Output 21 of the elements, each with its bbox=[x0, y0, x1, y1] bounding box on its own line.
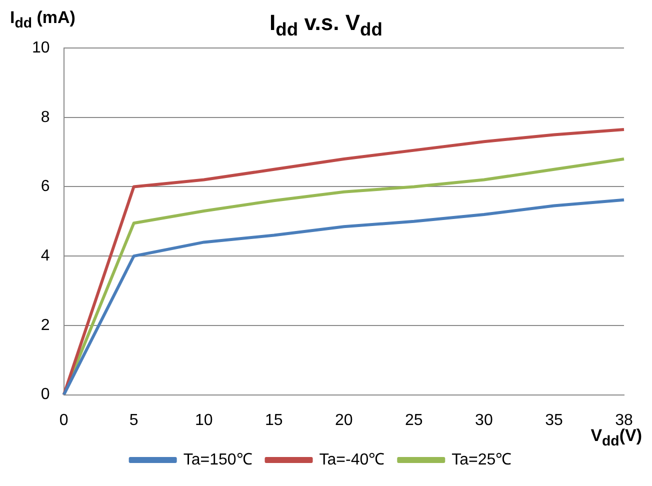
x-tick-label: 5 bbox=[129, 412, 138, 429]
legend-label: Ta=-40℃ bbox=[319, 451, 385, 468]
y-axis-title: I$_{dd}$ (mA) bbox=[10, 8, 76, 32]
chart-title: I$_{dd}$ v.s. V$_{dd}$ bbox=[270, 10, 382, 40]
y-tick-label: 0 bbox=[40, 386, 50, 404]
y-tick-label: 2 bbox=[40, 316, 50, 334]
y-tick-label: 6 bbox=[40, 178, 50, 196]
x-tick-label: 25 bbox=[405, 412, 423, 429]
x-tick-label: 10 bbox=[194, 412, 213, 429]
x-tick-label: 0 bbox=[59, 412, 68, 429]
x-tick-label: 35 bbox=[545, 412, 563, 429]
y-tick-label: 4 bbox=[40, 247, 50, 264]
x-tick-label: 15 bbox=[264, 412, 283, 429]
legend-label: Ta=25℃ bbox=[452, 451, 512, 468]
x-axis-title: V$_{dd}$(V) bbox=[590, 426, 642, 450]
y-tick-label: 8 bbox=[40, 108, 50, 126]
y-tick-label: 10 bbox=[32, 39, 50, 56]
x-tick-label: 30 bbox=[475, 412, 493, 429]
legend-label: Ta=150℃ bbox=[183, 451, 252, 468]
x-tick-label: 20 bbox=[335, 412, 353, 429]
x-tick-label: 38 bbox=[615, 412, 633, 429]
